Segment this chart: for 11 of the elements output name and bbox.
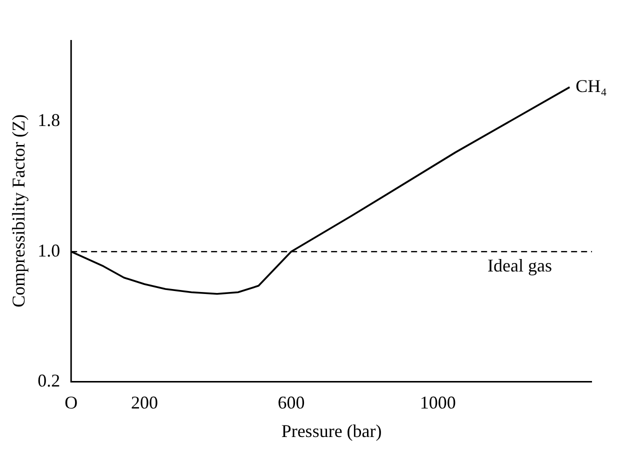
y-tick-label: 0.2 [38, 370, 60, 391]
x-tick-label: 200 [130, 392, 158, 412]
y-axis-title: Compressibility Factor (Z) [8, 114, 29, 308]
x-axis-title: Pressure (bar) [281, 420, 382, 441]
y-tick-label: 1.0 [38, 240, 60, 260]
y-tick-label: 1.8 [38, 110, 60, 130]
ref-line-label: Ideal gas [488, 255, 552, 276]
x-tick-label: O [64, 392, 78, 412]
x-tick-label: 1000 [420, 392, 456, 412]
x-tick-label: 600 [278, 392, 305, 412]
series-label: CH₄ [576, 76, 607, 96]
